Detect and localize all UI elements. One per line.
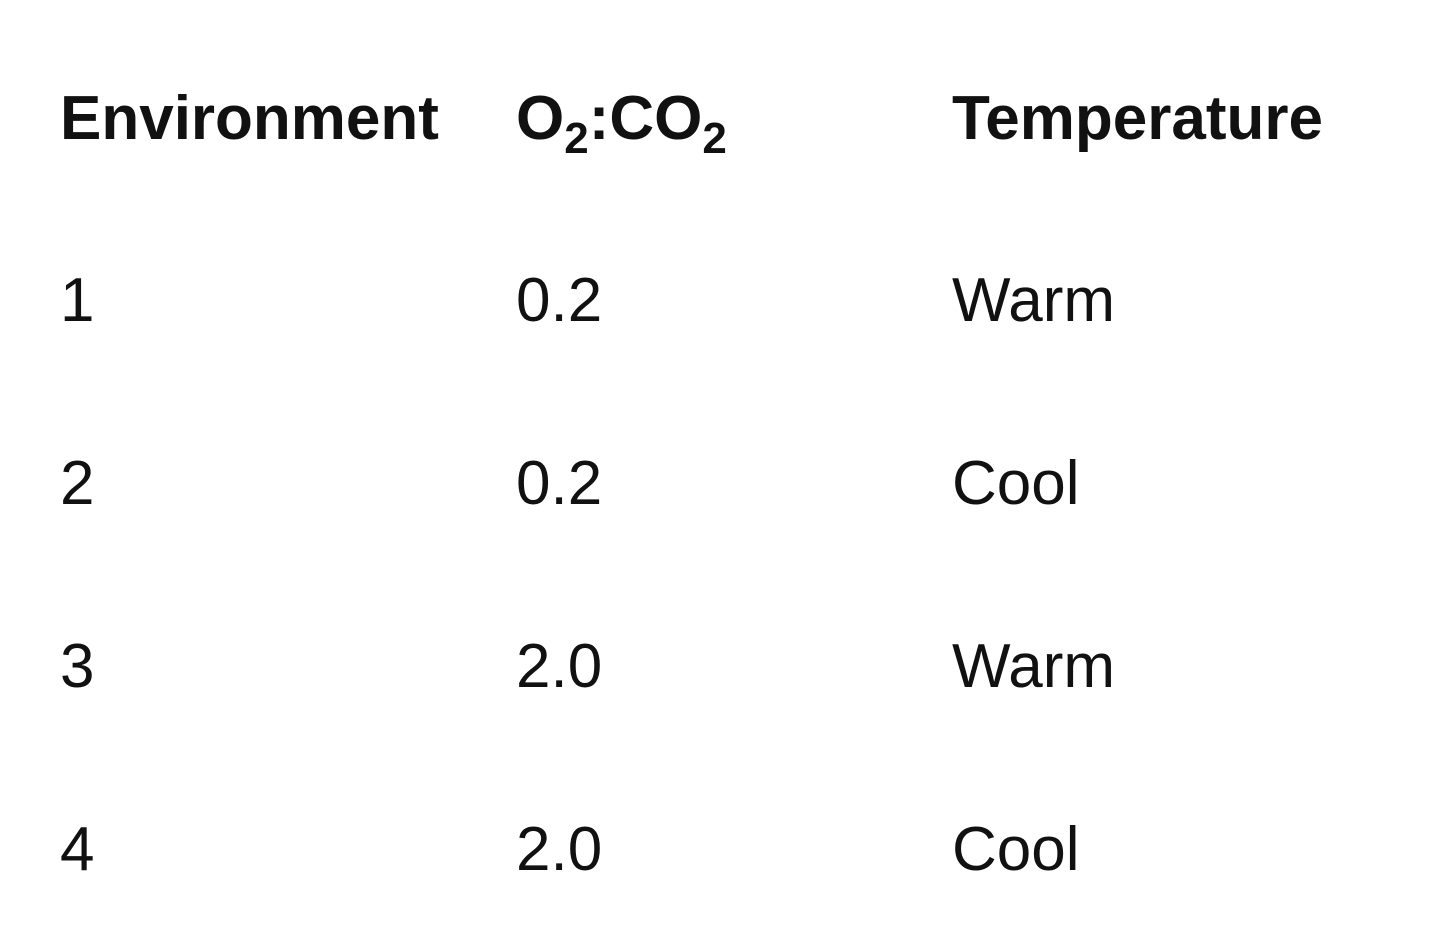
header-o2-co2-ratio: O2:CO2 bbox=[516, 88, 727, 161]
header-environment: Environment bbox=[60, 84, 439, 153]
o-symbol: O bbox=[516, 84, 565, 153]
cell-temperature: Warm bbox=[952, 632, 1115, 701]
co-symbol: CO bbox=[609, 84, 703, 153]
cell-ratio: 0.2 bbox=[516, 266, 603, 335]
cell-environment: 3 bbox=[60, 632, 95, 701]
o-subscript: 2 bbox=[564, 114, 589, 163]
cell-temperature: Warm bbox=[952, 266, 1115, 335]
cell-temperature: Cool bbox=[952, 815, 1080, 884]
cell-environment: 4 bbox=[60, 815, 95, 884]
ratio-separator: : bbox=[588, 84, 610, 153]
cell-ratio: 0.2 bbox=[516, 449, 603, 518]
cell-environment: 1 bbox=[60, 266, 95, 335]
cell-ratio: 2.0 bbox=[516, 632, 603, 701]
cell-temperature: Cool bbox=[952, 449, 1080, 518]
cell-ratio: 2.0 bbox=[516, 815, 603, 884]
co-subscript: 2 bbox=[702, 114, 727, 163]
cell-environment: 2 bbox=[60, 449, 95, 518]
header-temperature: Temperature bbox=[952, 84, 1323, 153]
